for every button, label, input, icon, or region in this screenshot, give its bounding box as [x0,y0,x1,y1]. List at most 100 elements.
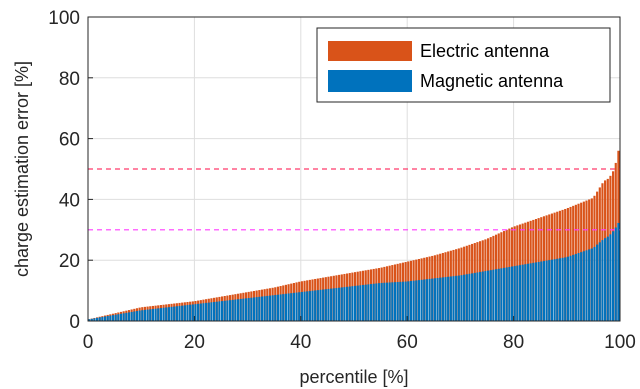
magnetic-bar [548,260,551,321]
magnetic-bar [407,281,410,321]
legend-swatch-electric [328,41,412,61]
magnetic-bar [111,315,115,321]
magnetic-bar [119,313,123,321]
magnetic-bar [401,281,405,321]
magnetic-bar [300,291,303,321]
magnetic-bar [433,278,436,321]
plot-frame [87,16,621,322]
magnetic-bar [338,287,341,321]
magnetic-bar [476,272,479,321]
magnetic-bar [316,290,319,321]
magnetic-bar [609,234,612,321]
magnetic-bar [441,277,444,321]
x-tick-label: 0 [83,332,94,353]
magnetic-bar [542,261,546,321]
magnetic-bar [588,249,591,321]
magnetic-bar [596,244,599,321]
magnetic-bar [572,254,575,321]
magnetic-bar [375,283,378,321]
magnetic-bar [228,300,232,321]
magnetic-bar [95,317,99,321]
magnetic-bar [532,262,535,321]
magnetic-bar [463,274,466,321]
magnetic-bar [354,285,357,321]
magnetic-bar [199,303,202,321]
magnetic-bar [361,284,365,321]
magnetic-bar [173,306,176,321]
magnetic-bar [439,277,442,321]
magnetic-bar [207,302,210,321]
magnetic-bar [550,259,553,321]
legend-label-magnetic: Magnetic antenna [420,71,564,91]
magnetic-bar [452,276,455,321]
magnetic-bar [191,304,194,321]
magnetic-bar [268,295,272,321]
magnetic-bar [569,255,572,321]
magnetic-bar [564,257,567,321]
magnetic-bar [135,311,139,321]
y-tick-labels: 0 20 40 60 80 100 [48,8,93,333]
magnetic-bar [566,256,569,321]
magnetic-bar [162,307,165,321]
magnetic-bar [263,296,266,321]
magnetic-bar [298,292,301,321]
magnetic-bar [290,293,293,321]
reference-lines [88,168,620,231]
magnetic-antenna-bars [88,222,620,321]
magnetic-bar [324,289,327,321]
magnetic-bar [311,290,314,321]
magnetic-bar [521,264,524,321]
magnetic-bar [231,299,234,321]
legend-swatch-magnetic [328,70,412,92]
magnetic-bar [473,272,476,321]
magnetic-bar [93,318,96,321]
magnetic-bar [239,298,242,321]
magnetic-bar [393,282,397,321]
magnetic-bar [221,301,224,321]
magnetic-bar [346,286,349,321]
x-tick-label: 60 [397,332,418,353]
legend-label-electric: Electric antenna [420,41,550,61]
magnetic-bar [266,295,269,321]
magnetic-bar [351,286,354,321]
x-axis-label: percentile [%] [299,367,408,387]
magnetic-bar [340,287,343,321]
magnetic-bar [593,246,596,321]
magnetic-bar [479,271,482,321]
magnetic-bar [287,293,290,321]
magnetic-bar [598,242,601,321]
magnetic-bar [518,265,522,321]
magnetic-bar [308,291,311,321]
magnetic-bar [167,307,170,321]
magnetic-bar [388,282,391,321]
magnetic-bar [417,280,420,321]
magnetic-bar [88,319,91,321]
magnetic-bar [170,306,173,321]
y-axis-label: charge estimation error [%] [12,61,32,277]
magnetic-bar [90,318,93,321]
magnetic-bar [223,300,226,321]
magnetic-bar [606,236,609,321]
magnetic-bar [460,275,463,321]
magnetic-bar [138,310,141,321]
magnetic-bar [213,302,216,321]
x-tick-label: 40 [290,332,311,353]
magnetic-bar [529,263,532,321]
magnetic-bar [332,288,335,321]
magnetic-bar [127,312,131,321]
magnetic-bar [582,251,585,321]
magnetic-bar [271,295,274,321]
magnetic-bar [372,283,375,321]
x-tick-label: 20 [184,332,205,353]
magnetic-bar [186,305,189,321]
magnetic-bar [415,280,418,321]
magnetic-bar [580,252,583,321]
magnetic-bar [335,288,338,321]
magnetic-bar [412,280,415,321]
magnetic-bar [553,259,556,321]
magnetic-bar [234,299,237,321]
y-tick-label: 60 [59,130,80,151]
magnetic-bar [468,273,471,321]
magnetic-bar [617,222,620,321]
